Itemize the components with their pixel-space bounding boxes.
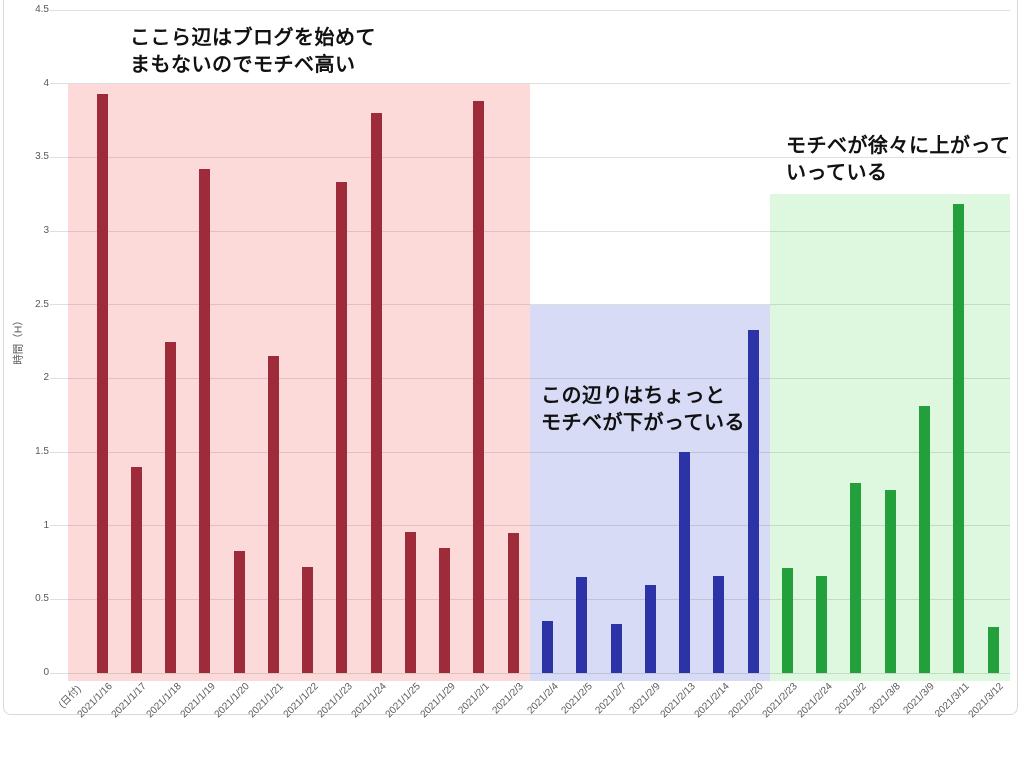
y-tick-label-0: 0 <box>43 667 49 678</box>
annotation-motivation-dip: この辺りはちょっと モチベが下がっている <box>541 383 745 437</box>
bar-2021-3-11 <box>953 204 965 673</box>
annotation-motivation-rising: モチベが徐々に上がって いっている <box>786 133 1011 187</box>
y-tick-label-2: 2 <box>43 372 49 384</box>
annotation-line: この辺りはちょっと <box>541 385 726 407</box>
bar-2021-1-21 <box>267 356 279 673</box>
annotation-early-high-motivation: ここら辺はブログを始めて まもないのでモチベ高い <box>130 25 376 79</box>
gridline-0.5 <box>50 598 1010 600</box>
gridline-0 <box>50 672 1010 674</box>
annotation-line: ここら辺はブログを始めて <box>130 27 376 49</box>
bar-2021-2-7 <box>610 624 622 673</box>
gridline-1 <box>50 525 1010 527</box>
bar-2021-1-23 <box>336 182 348 673</box>
gridline-3 <box>50 230 1010 232</box>
bar-2021-1-29 <box>439 547 451 673</box>
annotation-line: モチベが徐々に上がって <box>786 135 1011 157</box>
bar-2021-3-2 <box>850 482 862 673</box>
bar-2021-1-19 <box>199 169 211 673</box>
bar-2021-2-24 <box>816 575 828 673</box>
gridline-4 <box>50 83 1010 85</box>
bar-2021-2-14 <box>713 575 725 673</box>
annotation-line: いっている <box>786 162 888 184</box>
gridline-3.5 <box>50 156 1010 158</box>
bar-2021-2-20 <box>747 329 759 673</box>
plot-area: (日付) 2021/1/16 2021/1/17 2021/1/18 2021/1/19… <box>50 9 1011 720</box>
gridline-2.5 <box>50 304 1010 306</box>
bar-2021-1-22 <box>302 566 314 673</box>
bar-2021-2-3 <box>507 533 519 673</box>
bar-2021-1-20 <box>233 550 245 673</box>
y-tick-label-3.5: 3.5 <box>35 151 49 163</box>
phase-band-1 <box>67 83 531 681</box>
bar-2021-2-23 <box>781 568 793 673</box>
y-tick-label-2.5: 2.5 <box>35 298 49 310</box>
y-axis-title: 時間（H） <box>12 315 25 365</box>
y-tick-label-3: 3 <box>43 225 49 236</box>
bar-2021-1-24 <box>370 113 382 673</box>
y-tick-label-0.5: 0.5 <box>35 593 49 605</box>
bar-2021-2-9 <box>644 584 656 673</box>
gridline-1.5 <box>50 451 1010 453</box>
bar-2021-2-5 <box>576 577 588 673</box>
bar-2021-2-1 <box>473 101 485 673</box>
bar-2021-3-9 <box>918 406 930 673</box>
bar-2021-3-12 <box>987 627 999 673</box>
bar-2021-2-13 <box>679 452 691 673</box>
bar-2021-1-17 <box>130 466 142 673</box>
y-tick-label-4.5: 4.5 <box>35 4 49 15</box>
bar-2021-1-18 <box>165 341 177 673</box>
bar-2021-3-8 <box>884 490 896 673</box>
bar-2021-2-4 <box>542 621 553 673</box>
y-tick-label-4: 4 <box>43 77 49 89</box>
bar-2021-1-16 <box>96 93 108 673</box>
annotation-line: まもないのでモチベ高い <box>130 54 356 76</box>
y-tick-label-1: 1 <box>43 519 49 531</box>
y-tick-label-1.5: 1.5 <box>35 446 49 457</box>
annotation-line: モチベが下がっている <box>541 412 745 434</box>
gridline-4.5 <box>50 9 1010 11</box>
gridline-2 <box>50 377 1010 379</box>
bar-2021-1-25 <box>404 531 416 673</box>
